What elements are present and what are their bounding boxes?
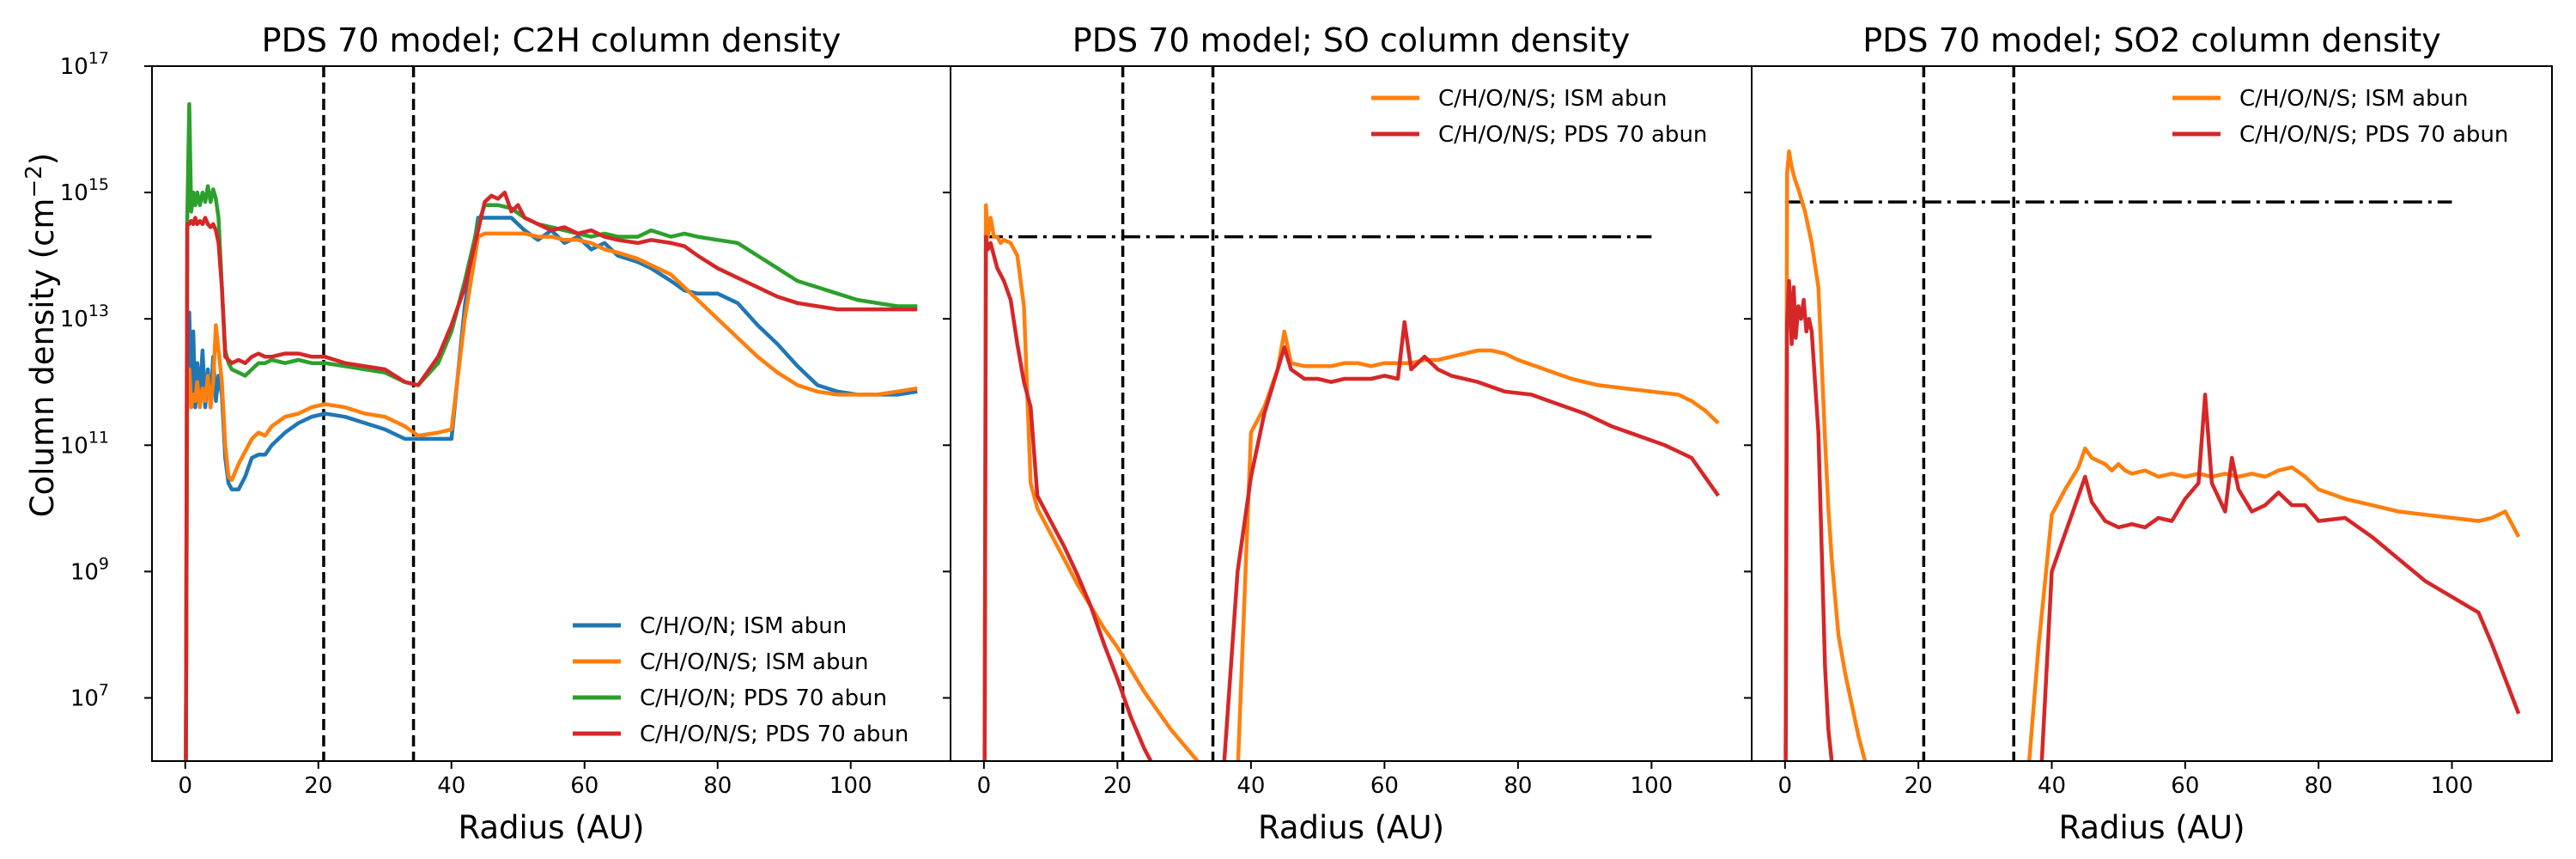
y-tick-label: 1015 xyxy=(60,175,109,206)
x-tick-label: 100 xyxy=(1631,773,1674,799)
legend-label: C/H/O/N/S; PDS 70 abun xyxy=(640,722,908,747)
x-axis-label: Radius (AU) xyxy=(1258,809,1444,846)
x-tick-label: 60 xyxy=(2171,773,2199,799)
x-tick-label: 100 xyxy=(829,773,872,799)
y-axis-label: Column density (cm−2) xyxy=(21,153,61,517)
series-line-2 xyxy=(184,231,918,761)
y-tick-label: 1013 xyxy=(60,302,109,332)
x-tick-label: 100 xyxy=(2431,773,2474,799)
y-tick-label: 1011 xyxy=(60,428,109,459)
plot-area xyxy=(184,66,918,761)
plot-area xyxy=(982,66,1720,761)
series-line-2 xyxy=(1783,278,2521,761)
x-tick-label: 40 xyxy=(437,773,465,799)
x-tick-label: 80 xyxy=(703,773,732,799)
x-tick-label: 40 xyxy=(1236,773,1265,799)
x-axis-label: Radius (AU) xyxy=(458,809,644,846)
x-tick-label: 0 xyxy=(977,773,992,799)
y-tick-label: 109 xyxy=(70,554,109,585)
x-tick-label: 0 xyxy=(178,773,192,799)
plot-area xyxy=(1783,66,2521,761)
chart-panel-3: 0 20 40 60 80 100 PDS 70 model; SO2 column den… xyxy=(1744,21,2553,846)
chart-title: PDS 70 model; SO column density xyxy=(1072,21,1630,59)
x-tick-label: 60 xyxy=(570,773,598,799)
x-axis-label: Radius (AU) xyxy=(2058,809,2245,846)
legend: C/H/O/N/S; ISM abun C/H/O/N/S; PDS 70 abu… xyxy=(1371,86,1707,148)
legend: C/H/O/N/S; ISM abun C/H/O/N/S; PDS 70 abu… xyxy=(2172,86,2508,148)
x-tick-label: 20 xyxy=(304,773,332,799)
y-tick-label: 1017 xyxy=(60,49,109,80)
x-tick-label: 40 xyxy=(2038,773,2066,799)
x-tick-label: 0 xyxy=(1778,773,1793,799)
x-tick-label: 20 xyxy=(1905,773,1933,799)
legend-label: C/H/O/N/S; ISM abun xyxy=(2239,86,2468,112)
series-line-1 xyxy=(1783,149,2521,761)
x-tick-label: 80 xyxy=(2305,773,2333,799)
legend-label: C/H/O/N; ISM abun xyxy=(640,613,847,639)
chart-title: PDS 70 model; C2H column density xyxy=(262,21,841,59)
legend-label: C/H/O/N; PDS 70 abun xyxy=(640,685,887,711)
x-tick-label: 60 xyxy=(1370,773,1399,799)
x-tick-label: 20 xyxy=(1103,773,1132,799)
legend-label: C/H/O/N/S; ISM abun xyxy=(640,649,868,675)
legend: C/H/O/N; ISM abun C/H/O/N/S; ISM abun C/H/… xyxy=(573,613,908,747)
chart-panel-1: 0 20 40 60 80 100 1017 1015 1013 1011 109 107 PDS 70… xyxy=(60,21,951,846)
y-tick-label: 107 xyxy=(70,680,109,711)
legend-label: C/H/O/N/S; ISM abun xyxy=(1438,86,1667,112)
chart-title: PDS 70 model; SO2 column density xyxy=(1862,21,2441,59)
series-line-2 xyxy=(982,235,1720,761)
legend-label: C/H/O/N/S; PDS 70 abun xyxy=(2239,122,2508,148)
chart-panel-2: 0 20 40 60 80 100 PDS 70 model; SO column dens… xyxy=(943,21,1753,846)
axes-frame xyxy=(1751,65,2553,762)
legend-label: C/H/O/N/S; PDS 70 abun xyxy=(1438,122,1707,148)
x-tick-label: 80 xyxy=(1504,773,1532,799)
series-line-4 xyxy=(184,190,918,761)
